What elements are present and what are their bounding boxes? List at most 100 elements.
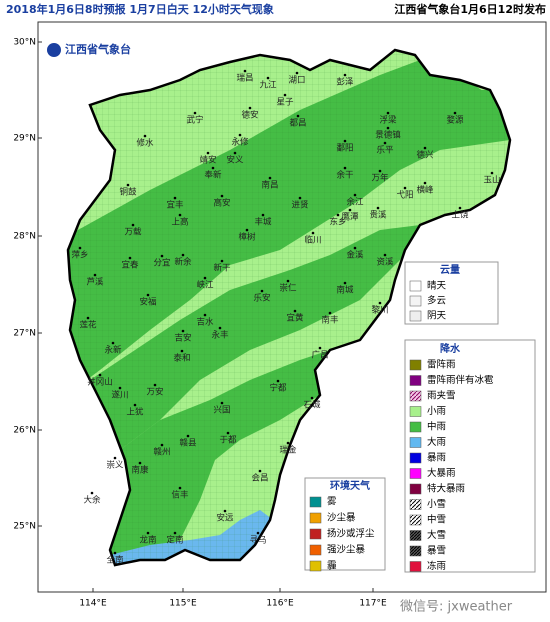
legend-title: 环境天气: [330, 479, 370, 492]
city-label: 南康: [131, 465, 149, 476]
lat-tick-label: 25°N: [13, 522, 36, 532]
city-dot: [98, 373, 102, 377]
city-label: 鄱阳: [336, 144, 353, 154]
city-dot: [93, 273, 97, 277]
city-dot: [386, 111, 390, 115]
city-label: 永修: [231, 137, 249, 148]
legend-title: 云量: [440, 263, 460, 276]
city-dot: [111, 341, 115, 345]
city-dot: [343, 73, 347, 77]
lat-tick-label: 26°N: [13, 426, 36, 436]
city-dot: [128, 256, 132, 260]
city-label: 弋阳: [396, 190, 413, 201]
city-label: 瑞昌: [236, 73, 253, 84]
city-label: 湖口: [288, 76, 305, 86]
city-label: 宁都: [269, 383, 287, 394]
city-label: 石城: [303, 401, 321, 411]
city-dot: [90, 491, 94, 495]
city-dot: [260, 289, 264, 293]
city-dot: [343, 166, 347, 170]
city-label: 瑞金: [279, 445, 297, 456]
city-dot: [178, 486, 182, 490]
city-dot: [243, 69, 247, 73]
legend-swatch: [409, 561, 422, 572]
city-label: 彭泽: [336, 77, 354, 88]
city-label: 婺源: [446, 115, 464, 126]
city-dot: [220, 194, 224, 198]
city-dot: [310, 396, 314, 400]
lon-tick-label: 116°E: [266, 599, 294, 609]
city-label: 安远: [216, 513, 234, 524]
title: 2018年1月6日8时预报 1月7日白天 12小时天气现象: [6, 2, 274, 16]
city-dot: [386, 126, 390, 130]
legend-swatch: [309, 560, 322, 572]
legend-swatch: [409, 310, 422, 322]
city-label: 靖安: [199, 155, 216, 166]
legend-label: 沙尘暴: [327, 513, 356, 524]
city-label: 宜丰: [166, 200, 184, 211]
city-dot: [186, 434, 190, 438]
city-dot: [193, 111, 197, 115]
city-label: 星子: [276, 98, 294, 108]
city-label: 万载: [124, 227, 142, 238]
city-dot: [233, 151, 237, 155]
legend-swatch: [409, 452, 422, 464]
city-dot: [160, 254, 164, 258]
city-label: 玉山: [483, 175, 500, 186]
city-dot: [286, 441, 290, 445]
city-dot: [203, 276, 207, 280]
city-dot: [293, 309, 297, 313]
city-label: 信丰: [171, 490, 189, 501]
city-dot: [383, 253, 387, 257]
city-label: 余干: [336, 170, 354, 181]
city-dot: [453, 111, 457, 115]
legend-label: 冻雨: [427, 560, 446, 572]
city-dot: [258, 469, 262, 473]
city-label: 临川: [304, 235, 321, 246]
city-dot: [131, 223, 135, 227]
legend-label: 特大暴雨: [427, 483, 465, 495]
lon-tick-label: 117°E: [359, 599, 387, 609]
legend-swatch: [409, 468, 422, 479]
legend-swatch: [409, 406, 422, 417]
city-dot: [268, 176, 272, 180]
city-dot: [223, 509, 227, 513]
city-dot: [220, 401, 224, 405]
city-dot: [86, 316, 90, 320]
city-dot: [458, 206, 462, 210]
city-label: 赣县: [179, 438, 197, 449]
city-label: 上犹: [126, 407, 144, 418]
city-label: 遂川: [111, 390, 128, 401]
lon-tick-label: 115°E: [169, 599, 197, 609]
watermark: 微信号: jxweather: [400, 600, 513, 615]
city-label: 寻乌: [249, 535, 266, 546]
city-dot: [181, 253, 185, 257]
city-label: 兴国: [213, 406, 230, 416]
logo-icon: [47, 43, 61, 57]
legend-swatch: [309, 544, 322, 556]
city-label: 高安: [213, 198, 230, 209]
city-dot: [160, 443, 164, 447]
city-dot: [423, 146, 427, 150]
city-dot: [180, 349, 184, 353]
city-label: 全南: [106, 555, 123, 566]
legend-label: 晴天: [427, 280, 447, 292]
issuer: 江西省气象台1月6日12时发布: [394, 2, 546, 16]
city-dot: [353, 246, 357, 250]
city-dot: [238, 133, 242, 137]
city-label: 芦溪: [86, 277, 104, 288]
city-label: 宜黄: [286, 313, 304, 324]
city-dot: [490, 171, 494, 175]
legend-label: 多云: [427, 295, 446, 307]
city-label: 丰城: [254, 217, 272, 228]
city-dot: [146, 293, 150, 297]
city-dot: [118, 386, 122, 390]
legend-label: 小雪: [427, 499, 446, 510]
city-dot: [296, 114, 300, 118]
city-label: 东乡: [329, 217, 346, 228]
city-label: 乐安: [253, 293, 270, 304]
city-label: 崇仁: [279, 283, 297, 294]
city-label: 崇义: [106, 461, 124, 471]
city-dot: [143, 134, 147, 138]
